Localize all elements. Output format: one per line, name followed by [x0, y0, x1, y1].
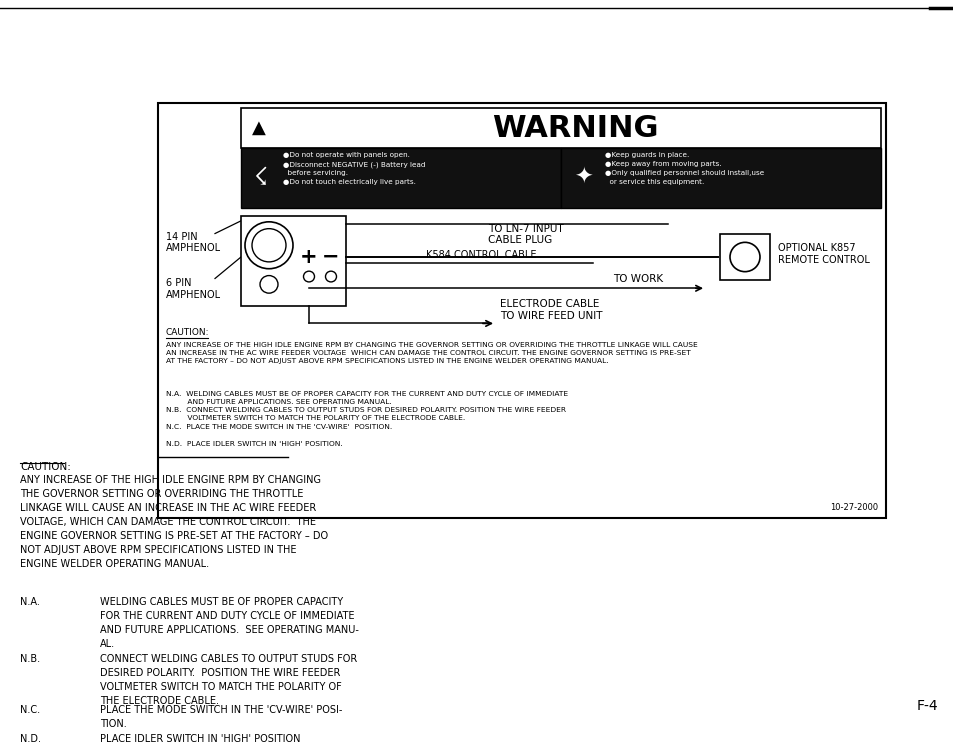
Bar: [158, 102, 885, 518]
Text: ☇: ☇: [253, 166, 268, 190]
Text: 14 PIN
AMPHENOL: 14 PIN AMPHENOL: [166, 232, 221, 253]
Text: N.D.  PLACE IDLER SWITCH IN 'HIGH' POSITION.: N.D. PLACE IDLER SWITCH IN 'HIGH' POSITI…: [166, 441, 342, 447]
Text: TO LN-7 INPUT
CABLE PLUG: TO LN-7 INPUT CABLE PLUG: [488, 224, 563, 246]
Bar: [241, 108, 880, 148]
Text: ANY INCREASE OF THE HIGH IDLE ENGINE RPM BY CHANGING THE GOVERNOR SETTING OR OVE: ANY INCREASE OF THE HIGH IDLE ENGINE RPM…: [166, 342, 697, 364]
Circle shape: [252, 229, 286, 262]
Text: PLACE THE MODE SWITCH IN THE 'CV-WIRE' POSI-
TION.: PLACE THE MODE SWITCH IN THE 'CV-WIRE' P…: [100, 705, 342, 729]
Text: K584 CONTROL CABLE: K584 CONTROL CABLE: [426, 250, 536, 260]
Bar: [241, 148, 560, 209]
Text: N.B.  CONNECT WELDING CABLES TO OUTPUT STUDS FOR DESIRED POLARITY. POSITION THE : N.B. CONNECT WELDING CABLES TO OUTPUT ST…: [166, 407, 565, 421]
Text: TO WORK: TO WORK: [613, 275, 662, 284]
Circle shape: [325, 271, 336, 282]
Bar: [241, 216, 346, 306]
Text: N.C.  PLACE THE MODE SWITCH IN THE 'CV-WIRE'  POSITION.: N.C. PLACE THE MODE SWITCH IN THE 'CV-WI…: [166, 424, 392, 430]
Text: CONNECT WELDING CABLES TO OUTPUT STUDS FOR
DESIRED POLARITY.  POSITION THE WIRE : CONNECT WELDING CABLES TO OUTPUT STUDS F…: [100, 654, 356, 706]
Text: PLACE IDLER SWITCH IN 'HIGH' POSITION: PLACE IDLER SWITCH IN 'HIGH' POSITION: [100, 734, 300, 742]
Text: WARNING: WARNING: [491, 114, 658, 142]
Text: ●Do not operate with panels open.
●Disconnect NEGATIVE (-) Battery lead
  before: ●Do not operate with panels open. ●Disco…: [283, 152, 425, 186]
Text: N.C.: N.C.: [20, 705, 40, 715]
Circle shape: [303, 271, 314, 282]
Text: WELDING CABLES MUST BE OF PROPER CAPACITY
FOR THE CURRENT AND DUTY CYCLE OF IMME: WELDING CABLES MUST BE OF PROPER CAPACIT…: [100, 597, 358, 649]
Text: ANY INCREASE OF THE HIGH IDLE ENGINE RPM BY CHANGING
THE GOVERNOR SETTING OR OVE: ANY INCREASE OF THE HIGH IDLE ENGINE RPM…: [20, 475, 328, 569]
Text: OPTIONAL K857
REMOTE CONTROL: OPTIONAL K857 REMOTE CONTROL: [778, 243, 869, 265]
Bar: [720, 234, 769, 280]
Bar: [560, 148, 880, 209]
Text: CAUTION:: CAUTION:: [166, 328, 210, 337]
Text: 10-27-2000: 10-27-2000: [829, 503, 877, 512]
Text: N.A.  WELDING CABLES MUST BE OF PROPER CAPACITY FOR THE CURRENT AND DUTY CYCLE O: N.A. WELDING CABLES MUST BE OF PROPER CA…: [166, 391, 568, 405]
Text: N.A.: N.A.: [20, 597, 40, 607]
Text: ELECTRODE CABLE
TO WIRE FEED UNIT: ELECTRODE CABLE TO WIRE FEED UNIT: [499, 299, 602, 321]
Text: N.D.: N.D.: [20, 734, 41, 742]
Circle shape: [260, 275, 277, 293]
Text: +: +: [300, 247, 317, 267]
Text: ●Keep guards in place.
●Keep away from moving parts.
●Only qualified personnel s: ●Keep guards in place. ●Keep away from m…: [604, 152, 763, 185]
Text: N.B.: N.B.: [20, 654, 40, 664]
Circle shape: [729, 243, 760, 272]
Text: CAUTION:: CAUTION:: [20, 462, 71, 472]
Circle shape: [245, 222, 293, 269]
Text: 6 PIN
AMPHENOL: 6 PIN AMPHENOL: [166, 278, 221, 300]
Text: −: −: [322, 247, 339, 267]
Text: ▲: ▲: [252, 119, 266, 137]
Text: ✦: ✦: [573, 168, 592, 188]
Text: F-4: F-4: [916, 700, 937, 713]
